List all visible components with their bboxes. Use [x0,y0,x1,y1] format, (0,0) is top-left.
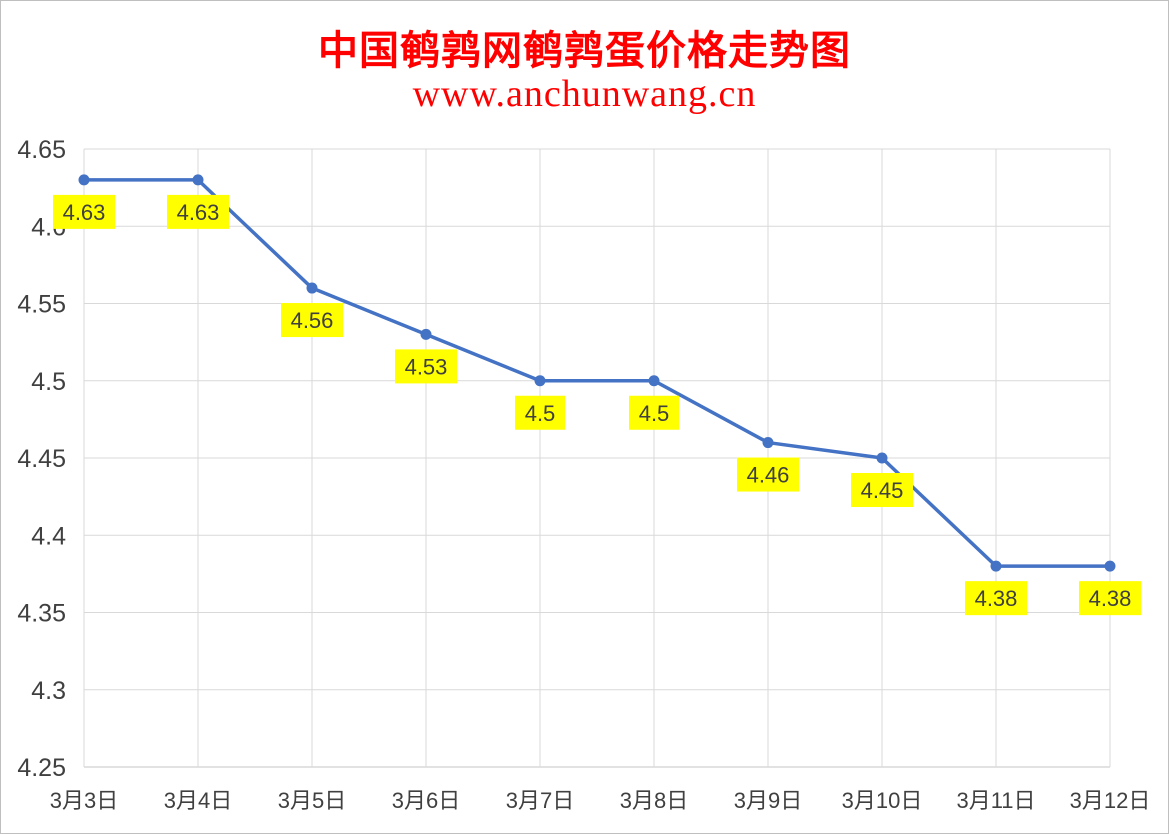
x-tick-label: 3月12日 [1070,788,1151,813]
x-tick-label: 3月10日 [842,788,923,813]
y-tick-label: 4.35 [17,600,66,628]
data-point [648,375,660,387]
x-tick-label: 3月8日 [620,788,688,813]
y-tick-label: 4.45 [17,445,66,473]
data-label-background [965,581,1027,616]
data-label: 4.46 [737,457,799,492]
x-tick-label: 3月3日 [50,788,118,813]
data-label-text: 4.38 [975,586,1018,611]
data-point [78,174,90,186]
data-label: 4.38 [1079,581,1141,616]
y-tick-label: 4.25 [17,754,66,782]
data-point [1104,560,1116,572]
x-tick-label: 3月11日 [956,788,1035,813]
chart-subtitle: www.anchunwang.cn [412,73,757,115]
data-label: 4.5 [629,395,679,430]
data-label-text: 4.5 [525,401,556,426]
data-label-text: 4.5 [639,401,670,426]
data-point [876,452,888,464]
y-tick-label: 4.55 [17,291,66,319]
data-label-text: 4.63 [177,200,220,225]
data-label: 4.63 [53,194,115,229]
y-axis: 4.254.34.354.44.454.54.554.64.65 [17,136,66,782]
y-tick-label: 4.4 [31,522,66,550]
data-label: 4.56 [281,303,343,338]
data-label: 4.38 [965,581,1027,616]
x-tick-label: 3月5日 [278,788,346,813]
data-point [420,328,432,340]
gridlines [83,148,1111,768]
data-label-text: 4.45 [861,478,904,503]
x-tick-label: 3月7日 [506,788,574,813]
x-axis: 3月3日 3月4日 3月5日 3月6日 3月7日 3月8日 3月9日 3月10日 3月11日 3月… [50,766,1151,813]
data-labels: 4.63 4.63 4.56 4.53 4.5 4.5 4.46 4.45 4.38 4.38 [53,194,1141,616]
data-label-background [851,473,913,507]
data-point [990,560,1002,572]
data-label-background [515,395,565,430]
x-tick-label: 3月9日 [734,788,802,813]
data-point [306,282,318,294]
x-tick-label: 3月4日 [164,788,232,813]
data-label-text: 4.46 [747,463,790,488]
y-tick-label: 4.3 [31,677,66,705]
data-label-background [395,349,457,384]
chart-title: 中国鹌鹑网鹌鹑蛋价格走势图 [318,27,851,74]
data-label: 4.45 [851,473,913,507]
y-tick-label: 4.5 [31,368,66,396]
data-label-background [737,457,799,492]
data-label-background [167,194,229,229]
data-label-background [629,395,679,430]
data-label-background [1079,581,1141,616]
x-tick-label: 3月6日 [392,788,460,813]
data-label-text: 4.53 [405,354,448,379]
data-label: 4.53 [395,349,457,384]
series-line [84,178,1110,568]
data-label-text: 4.56 [291,308,334,333]
data-label-background [53,194,115,229]
data-point [762,437,774,449]
data-label: 4.63 [167,194,229,229]
y-tick-label: 4.65 [17,136,66,164]
data-point [534,375,546,387]
data-label: 4.5 [515,395,565,430]
data-label-text: 4.38 [1089,586,1132,611]
data-label-text: 4.63 [63,200,106,225]
price-series [78,174,1116,572]
data-point [192,174,204,186]
data-label-background [281,303,343,338]
